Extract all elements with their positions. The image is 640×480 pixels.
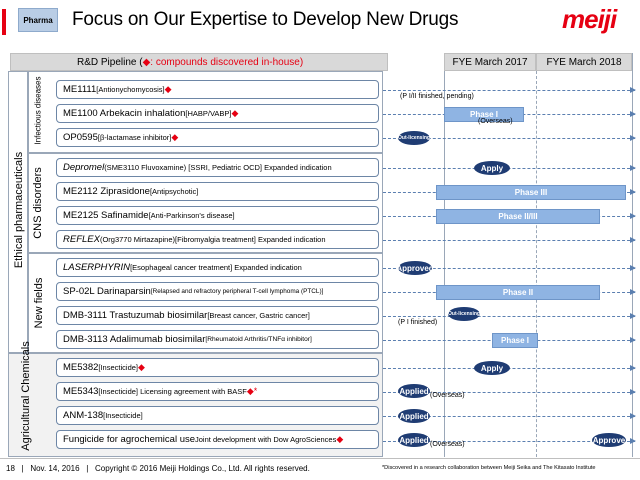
page-title: Focus on Our Expertise to Develop New Dr… [72,9,459,30]
row-arrow [383,316,635,317]
me2125-phase-bar: Phase II/III [436,209,600,224]
pipeline-item-depromel: Depromel (SME3110 Fluvoxamine) [SSRI, Pe… [56,158,379,177]
me5343-note: (Overseas) [430,392,465,399]
arrowhead-icon [630,237,636,243]
pipeline-item-anm138: ANM-138 [Insecticide] [56,406,379,425]
pipeline-item-me2112: ME2112 Ziprasidone [Antipsychotic] [56,182,379,201]
row-arrow [383,138,635,139]
laserphyrin-oval: Approved [396,261,434,275]
infectious-section: Infectious diseases [28,71,383,153]
pipeline-item-me1100: ME1100 Arbekacin inhalation [HABP/VABP] … [56,104,379,123]
pipeline-item-op0595: OP0595 [β-lactamase inhibitor] ◆ [56,128,379,147]
pipeline-item-dmb3113: DMB-3113 Adalimumab biosimilar [Rheumato… [56,330,379,349]
arrowhead-icon [630,289,636,295]
sp02l-phase-bar: Phase II [436,285,600,300]
arrowhead-icon [630,189,636,195]
arrowhead-icon [630,87,636,93]
row-arrow [383,268,635,269]
section-tag: Pharma [18,8,58,32]
ethical-section: Ethical pharmaceuticals [8,71,28,353]
pipeline-item-me1111: ME1111 [Antionychomycosis] ◆ [56,80,379,99]
me5382-oval: Apply [474,361,510,375]
row-arrow [383,240,635,241]
newfields-section: New fields [28,253,383,353]
pipeline-item-dmb3111: DMB-3111 Trastuzumab biosimilar [Breast … [56,306,379,325]
footer-divider [0,458,640,459]
arrowhead-icon [630,365,636,371]
fungicide-note: (Overseas) [430,441,465,448]
ethical-label: Ethical pharmaceuticals [13,151,25,269]
depromel-oval: Apply [474,161,510,175]
dmb3111-oval: Out-licensing [448,307,480,321]
me1100-phase-bar: Phase I [444,107,524,122]
infectious-label: Infectious diseases [33,76,43,145]
pipeline-item-reflex: REFLEX (Org3770 Mirtazapine)[Fibromyalgi… [56,230,379,249]
pipeline-item-me5382: ME5382 [Insecticide] ◆ [56,358,379,377]
cns-section: CNS disorders [28,153,383,253]
arrowhead-icon [630,337,636,343]
fye-divider-mid [536,71,537,457]
newfields-label: New fields [33,277,45,329]
arrowhead-icon [630,111,636,117]
row-arrow [383,416,635,417]
footer-note: *Discovered in a research collaboration … [382,465,596,471]
pipeline-item-laserphyrin: LASERPHYRIN [Esophageal cancer treatment… [56,258,379,277]
fye-divider-right [632,53,633,457]
agri-label: Agricultural Chemicals [20,341,32,451]
cns-label: CNS disorders [32,167,44,239]
arrowhead-icon [630,413,636,419]
row-arrow [383,392,635,393]
arrowhead-icon [630,313,636,319]
arrowhead-icon [630,135,636,141]
footer: 18 | Nov. 14, 2016 | Copyright © 2016 Me… [0,462,640,480]
dmb3111-note: (P I finished) [398,319,438,326]
fungicide-oval: Applied [398,433,430,447]
fye-2017-header: FYE March 2017 [444,53,536,71]
me1100-note: (Overseas) [478,118,513,125]
arrowhead-icon [630,389,636,395]
footer-left: 18 | Nov. 14, 2016 | Copyright © 2016 Me… [6,464,310,473]
company-logo: meiji [562,4,617,34]
pipeline-header-text: R&D Pipeline (◆: compounds discovered in… [77,57,304,68]
accent-bar [2,9,6,35]
dmb3113-phase-bar: Phase I [492,333,538,348]
pipeline-item-fungicide: Fungicide for agrochemical use Joint dev… [56,430,379,449]
me1111-note: (P I/II finished, pending) [400,93,474,100]
pipeline-item-sp02l: SP-02L Darinaparsin [Relapsed and refrac… [56,282,379,301]
fungicide-approve-oval: Approve [592,433,626,447]
anm138-oval: Applied [398,409,430,423]
pipeline-item-me5343: ME5343 [Insecticide] Licensing agreement… [56,382,379,401]
arrowhead-icon [630,265,636,271]
pipeline-item-me2125: ME2125 Safinamide [Anti-Parkinson's dise… [56,206,379,225]
row-arrow [383,90,635,91]
me2112-phase-bar: Phase III [436,185,626,200]
arrowhead-icon [630,213,636,219]
row-arrow [383,441,635,442]
me5343-oval: Applied [398,384,430,398]
arrowhead-icon [630,165,636,171]
pipeline-header: R&D Pipeline (◆: compounds discovered in… [10,53,388,71]
arrowhead-icon [630,438,636,444]
fye-divider-left [444,71,445,457]
op0595-oval: Out-licensing [398,131,430,145]
fye-2018-header: FYE March 2018 [536,53,632,71]
